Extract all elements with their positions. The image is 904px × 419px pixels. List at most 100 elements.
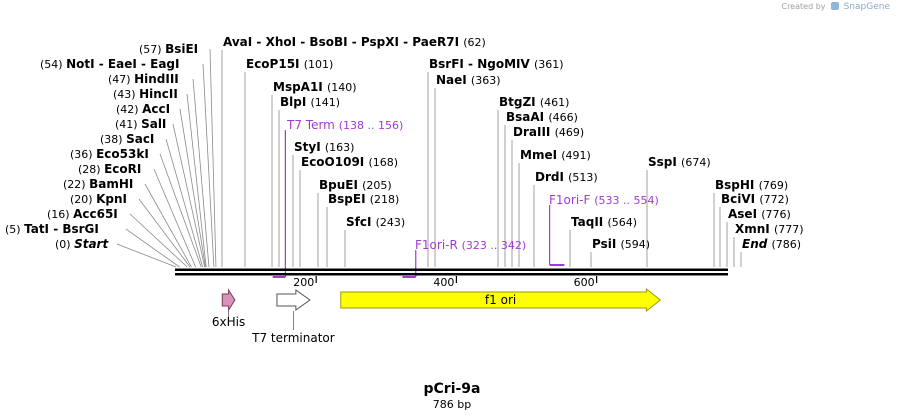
site-label: MmeI (491) [520,148,591,162]
site-hindiii[interactable]: (47) HindIII [108,72,210,268]
site-position: (594) [620,238,650,251]
primers: T7 Term (138 .. 156) F1ori-R (323 .. 342)… [272,118,659,278]
site-name: SspI [648,155,681,169]
site-label: EcoO109I (168) [301,155,398,169]
primer-label: F1ori-R (323 .. 342) [415,238,526,252]
site-sfci[interactable]: SfcI (243) [344,215,405,267]
feature-f1-ori[interactable]: f1 ori [340,287,662,313]
site-position: (769) [759,179,789,192]
site-name: BspEI [328,192,370,206]
dna-backbone [175,268,728,276]
primer-f1ori-r[interactable]: F1ori-R (323 .. 342) [402,238,526,278]
site-position: (5) [5,223,24,236]
site-bsrfi[interactable]: BsrFI - NgoMIV (361) [427,57,564,267]
site-name: XmnI [735,222,774,236]
site-leader-line [165,138,204,268]
site-styi[interactable]: StyI (163) [292,140,354,267]
site-acci[interactable]: (42) AccI [116,102,206,268]
site-bsiei[interactable]: (57) BsiEI [139,42,217,268]
site-position: (461) [540,96,570,109]
site-name: DraIII [513,125,555,139]
site-draiii[interactable]: DraIII (469) [511,125,584,267]
site-position: (674) [681,156,711,169]
site-noti[interactable]: (54) NotI - EaeI - EagI [40,57,215,268]
site-name: BlpI [280,95,311,109]
site-label: BsaAI (466) [506,110,578,124]
site-label: BsrFI - NgoMIV (361) [429,57,564,71]
site-leader-line [138,198,191,268]
site-bcivi[interactable]: BciVI (772) [719,192,789,267]
site-label: (28) EcoRI [78,162,141,176]
site-bsaai[interactable]: BsaAI (466) [504,110,578,267]
site-name: AvaI - XhoI - BsoBI - PspXI - PaeR7I [223,35,463,49]
site-leader-line [202,63,215,268]
site-bspei[interactable]: BspEI (218) [326,192,399,267]
snapgene-logo-icon [831,2,840,10]
site-label: (41) SalI [115,117,166,131]
site-xmni[interactable]: XmnI (777) [733,222,804,267]
site-ecoo109i[interactable]: EcoO109I (168) [299,155,398,267]
site-label: MspA1I (140) [273,80,357,94]
site-label: SfcI (243) [346,215,405,229]
feature-label: f1 ori [485,293,516,307]
site-position: (777) [774,223,804,236]
site-bsphi[interactable]: BspHI (769) [713,178,789,267]
site-label: (47) HindIII [108,72,179,86]
ruler-tick-600: 600 [574,276,598,289]
site-bamhi[interactable]: (22) BamHI [63,177,192,268]
site-saci[interactable]: (38) SacI [100,132,204,268]
site-label: BspEI (218) [328,192,399,206]
site-hincii[interactable]: (43) HincII [113,87,207,268]
site-drdi[interactable]: DrdI (513) [533,170,598,267]
site-end[interactable]: End (786) [740,237,801,267]
site-acc65i[interactable]: (16) Acc65I [47,207,188,268]
site-tati[interactable]: (5) TatI - BsrGI [5,222,180,268]
site-name: EcoRI [104,162,141,176]
primer-f1ori-f[interactable]: F1ori-F (533 .. 554) [549,193,659,266]
site-mmei[interactable]: MmeI (491) [518,148,591,267]
site-label: (36) Eco53kI [70,147,149,161]
site-name: BpuEI [319,178,362,192]
site-leader-line [144,183,192,268]
site-taqii[interactable]: TaqII (564) [569,215,637,267]
site-label: (0) Start [55,237,109,251]
site-leader-line [159,153,202,268]
site-blpi[interactable]: BlpI (141) [278,95,340,267]
site-sali[interactable]: (41) SalI [115,117,206,268]
site-psii[interactable]: PsiI (594) [590,237,650,267]
site-ecop15i[interactable]: EcoP15I (101) [244,57,333,267]
site-mspa1i[interactable]: MspA1I (140) [271,80,357,267]
site-label: (5) TatI - BsrGI [5,222,99,236]
ruler-tick-400: 400 [433,276,458,289]
site-ecori[interactable]: (28) EcoRI [78,162,196,268]
site-btgzi[interactable]: BtgZI (461) [497,95,570,267]
site-name: BamHI [89,177,133,191]
site-asei[interactable]: AseI (776) [726,207,791,267]
site-avai[interactable]: AvaI - XhoI - BsoBI - PspXI - PaeR7I (62… [221,35,486,267]
site-naei[interactable]: NaeI (363) [434,73,501,267]
snapgene-credit: Created by SnapGene [781,2,890,12]
site-position: (41) [115,118,141,131]
site-name: AccI [142,102,170,116]
site-bpuei[interactable]: BpuEI (205) [317,178,392,267]
credit-prefix: Created by [781,2,826,11]
site-leader-line [125,228,180,268]
site-sspi[interactable]: SspI (674) [646,155,711,267]
site-start[interactable]: (0) Start [55,237,177,268]
ruler: 200 400 600 [293,276,598,289]
site-position: (168) [368,156,398,169]
feature-arrow [221,288,236,312]
site-label: BpuEI (205) [319,178,392,192]
plasmid-name: pCri-9a [424,381,481,397]
site-leader-line [116,243,177,268]
site-label: AvaI - XhoI - BsoBI - PspXI - PaeR7I (62… [223,35,486,49]
site-name: MspA1I [273,80,327,94]
site-position: (36) [70,148,96,161]
site-name: TaqII [571,215,607,229]
primer-t7-term[interactable]: T7 Term (138 .. 156) [272,118,404,278]
site-label: (38) SacI [100,132,154,146]
feature-6xhis[interactable]: 6xHis [212,288,245,329]
feature-t7-terminator[interactable]: T7 terminator [251,289,335,345]
site-eco53ki[interactable]: (36) Eco53kI [70,147,202,268]
site-kpni[interactable]: (20) KpnI [70,192,191,268]
